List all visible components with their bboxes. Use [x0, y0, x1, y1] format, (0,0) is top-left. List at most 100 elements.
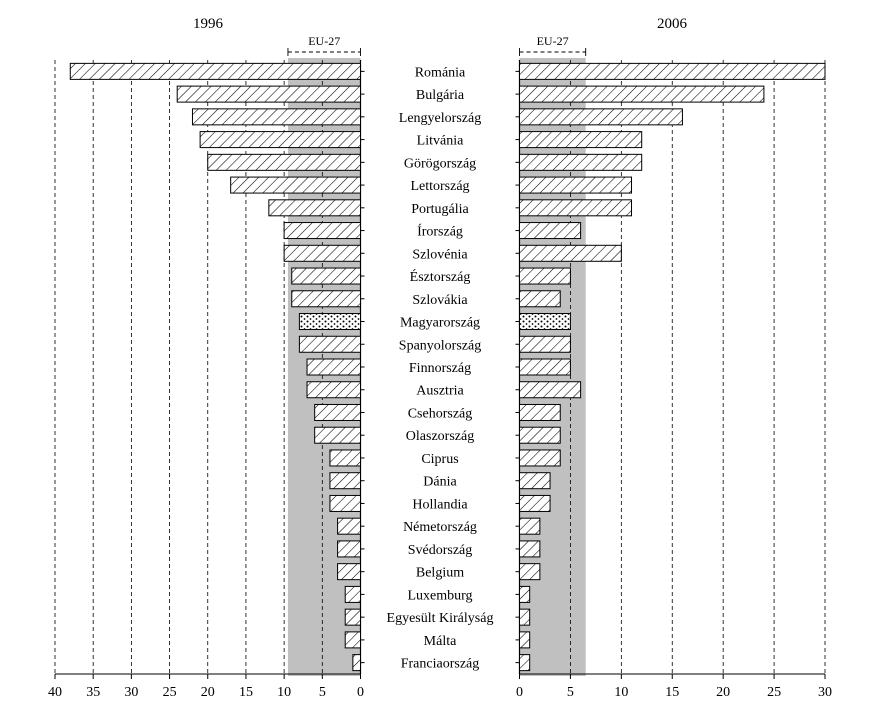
bar-2006: [519, 654, 531, 672]
x-tick-label-1996: 15: [239, 685, 253, 700]
bar-1996: [344, 585, 362, 603]
category-label: Spanyolország: [399, 338, 481, 353]
category-label: Szlovákia: [412, 293, 468, 308]
category-label: Belgium: [416, 566, 464, 581]
bar-2006: [519, 176, 633, 194]
bar-2006: [519, 335, 571, 353]
category-label: Franciaország: [401, 657, 480, 672]
category-label: Észtország: [410, 268, 471, 285]
bar-1996: [314, 426, 361, 444]
category-label: Málta: [424, 634, 457, 649]
bar-1996: [298, 313, 361, 331]
x-tick-label-1996: 20: [201, 685, 215, 700]
x-tick-label-2006: 30: [818, 685, 832, 700]
bar-2006: [519, 426, 561, 444]
bar-1996: [337, 563, 361, 581]
bar-1996: [176, 85, 361, 103]
bar-1996: [283, 222, 361, 240]
bar-1996: [329, 472, 362, 490]
bar-1996: [329, 494, 362, 512]
category-label: Ciprus: [421, 452, 458, 467]
category-label: Egyesült Királyság: [387, 611, 494, 626]
bar-2006: [519, 585, 531, 603]
panel-2006: 0 5 10 15 20 25 30 EU-27 2006: [515, 16, 832, 700]
category-label: Litvánia: [417, 134, 464, 149]
bar-2006: [519, 494, 551, 512]
category-label: Lettország: [410, 179, 469, 194]
bar-1996: [352, 654, 361, 672]
bar-1996: [191, 108, 361, 126]
category-label: Németország: [403, 520, 477, 535]
bar-2006: [519, 244, 622, 262]
bar-1996: [314, 403, 361, 421]
bar-2006: [519, 381, 582, 399]
category-label: Svédország: [408, 543, 473, 558]
bar-1996: [291, 290, 362, 308]
x-tick-label-2006: 0: [516, 685, 523, 700]
bar-2006: [519, 153, 643, 171]
bar-1996: [344, 608, 362, 626]
country-labels: Románia Bulgária Lengyelország Litvánia Görö…: [387, 65, 494, 671]
x-tick-label-2006: 25: [767, 685, 781, 700]
bar-2006: [519, 563, 541, 581]
bar-2006: [519, 472, 551, 490]
category-label: Románia: [415, 65, 466, 80]
bar-2006: [519, 517, 541, 535]
category-label: Csehország: [408, 406, 473, 421]
bar-1996: [268, 199, 362, 217]
category-label: Portugália: [411, 202, 469, 217]
bar-1996: [306, 358, 362, 376]
bar-2006: [519, 199, 633, 217]
category-label: Olaszország: [406, 429, 474, 444]
x-tick-label-2006: 10: [614, 685, 628, 700]
category-label: Bulgária: [416, 88, 465, 103]
bar-2006: [519, 608, 531, 626]
bar-1996: [344, 631, 362, 649]
panel-title-1996: 1996: [193, 16, 224, 32]
bar-2006: [519, 631, 531, 649]
x-tick-label-1996: 10: [277, 685, 291, 700]
eu27-label-2006: EU-27: [537, 34, 569, 48]
bar-2006: [519, 358, 571, 376]
category-label: Dánia: [423, 475, 457, 490]
bar-2006: [519, 540, 541, 558]
bar-1996: [283, 244, 361, 262]
bar-2006: [519, 85, 765, 103]
bar-1996: [230, 176, 361, 194]
bar-1996: [337, 540, 361, 558]
x-tick-label-2006: 15: [665, 685, 679, 700]
x-tick-label-1996: 0: [357, 685, 364, 700]
bar-2006: [519, 267, 571, 285]
x-tick-label-1996: 40: [48, 685, 62, 700]
category-label: Ausztria: [416, 384, 464, 399]
panel-1996: 40 35 30 25 20 15 10 5 0 EU-27 1996: [48, 16, 365, 700]
category-label: Luxemburg: [407, 588, 472, 603]
bar-1996: [306, 381, 362, 399]
category-label: Finnország: [409, 361, 471, 376]
eu27-label-1996: EU-27: [308, 34, 340, 48]
bar-1996: [337, 517, 361, 535]
x-tick-label-1996: 25: [163, 685, 177, 700]
category-label: Szlovénia: [412, 247, 468, 262]
bar-2006: [519, 131, 643, 149]
x-tick-label-2006: 20: [716, 685, 730, 700]
category-label: Hollandia: [412, 497, 468, 512]
bar-1996: [329, 449, 362, 467]
x-tick-label-1996: 5: [319, 685, 326, 700]
bar-1996: [291, 267, 362, 285]
x-tick-label-2006: 5: [567, 685, 574, 700]
category-label: Görögország: [404, 156, 476, 171]
bar-1996: [298, 335, 361, 353]
bar-1996: [199, 131, 361, 149]
bar-2006: [519, 313, 571, 331]
panel-title-2006: 2006: [657, 16, 688, 32]
category-label: Magyarország: [400, 316, 480, 331]
bar-2006: [519, 62, 826, 80]
category-label: Lengyelország: [399, 111, 481, 126]
bar-2006: [519, 222, 582, 240]
x-tick-label-1996: 30: [124, 685, 138, 700]
bar-2006: [519, 108, 683, 126]
bar-2006: [519, 403, 561, 421]
bar-1996: [207, 153, 361, 171]
bar-2006: [519, 449, 561, 467]
